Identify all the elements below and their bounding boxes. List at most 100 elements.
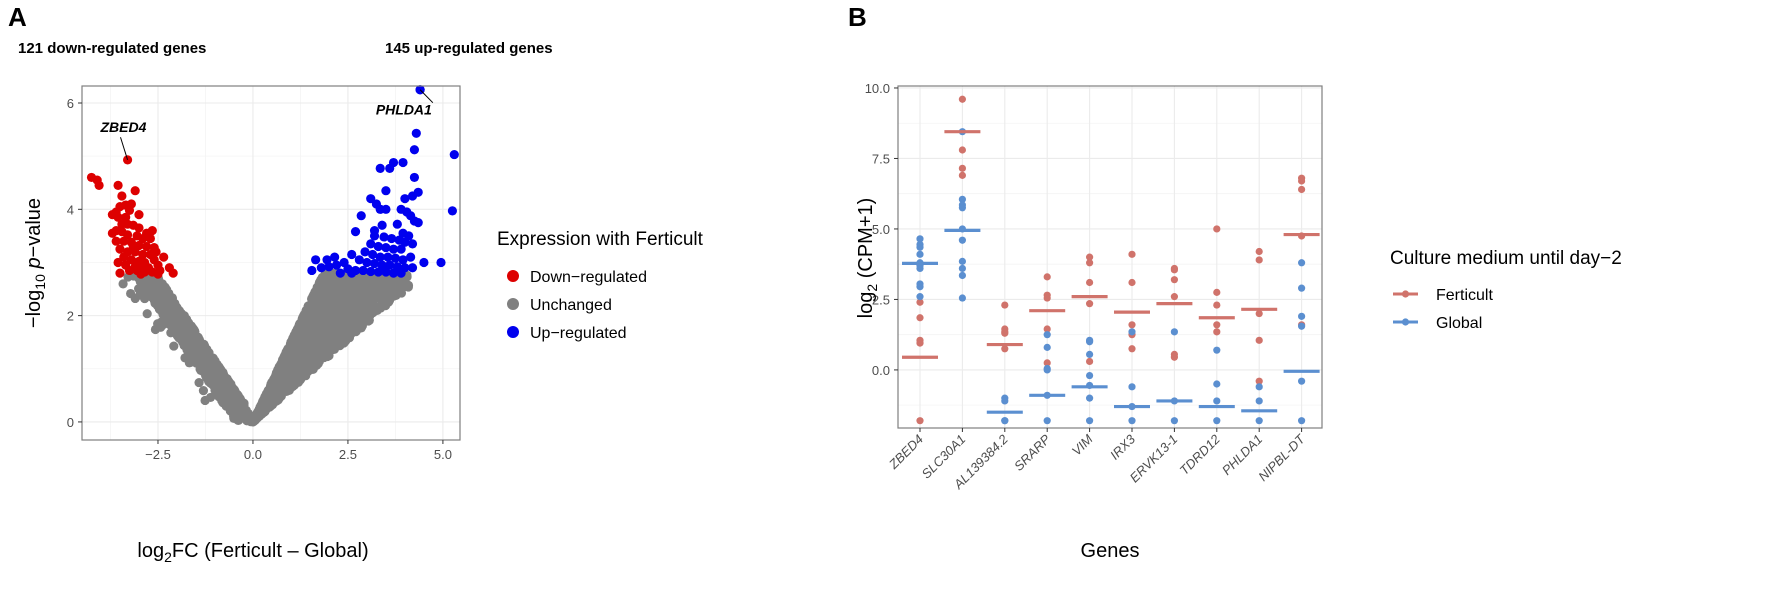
- global-point: [958, 257, 967, 265]
- unchanged-point: [280, 350, 290, 360]
- gene-label-phlda1: PHLDA1: [376, 102, 432, 118]
- up-regulated-point: [330, 252, 340, 262]
- ferticult-point: [958, 146, 967, 154]
- data-points: [902, 95, 1320, 425]
- global-point: [1086, 371, 1094, 380]
- up-regulated-point: [396, 244, 406, 254]
- ferticult-point: [1213, 301, 1221, 309]
- down-regulated-point: [121, 212, 131, 222]
- gene-label-zbed4: ZBED4: [99, 119, 146, 135]
- up-regulated-point: [375, 163, 385, 173]
- up-regulated-point: [387, 233, 397, 244]
- unchanged-point: [215, 389, 225, 399]
- up-regulated-point: [398, 157, 408, 168]
- up-regulated-point: [368, 249, 378, 260]
- ferticult-point: [1255, 336, 1263, 344]
- expression-dotplot-panel: B 0.02.55.07.510.0ZBED4SLC30A1AL139384.2…: [848, 2, 1622, 562]
- up-regulated-point: [369, 231, 380, 241]
- gene-annotations: ZBED4 PHLDA1: [99, 89, 434, 161]
- unchanged-point: [142, 276, 152, 286]
- unchanged-point: [311, 327, 321, 337]
- ferticult-point: [1086, 278, 1094, 287]
- global-point: [1128, 383, 1136, 391]
- x-tick-label: 0.0: [244, 447, 262, 462]
- ferticult-point: [1086, 259, 1094, 267]
- ferticult-point: [958, 171, 967, 179]
- y-tick-label: 0: [67, 415, 74, 430]
- up-regulated-point: [381, 204, 391, 214]
- down-regulated-point: [117, 191, 127, 201]
- global-point: [1213, 417, 1221, 425]
- ferticult-point: [1213, 225, 1221, 233]
- up-regulated-point: [356, 211, 366, 221]
- unchanged-point: [200, 395, 210, 406]
- down-regulated-point: [115, 244, 125, 254]
- ferticult-point: [1170, 293, 1178, 301]
- y-tick-label: 7.5: [872, 151, 890, 166]
- up-regulated-point: [385, 260, 395, 270]
- unchanged-point: [226, 379, 236, 389]
- global-point: [1043, 417, 1051, 425]
- up-regulated-point: [311, 255, 321, 265]
- axis-ticks: −2.5 0.0 2.5 5.0 0 2 4 6: [67, 96, 452, 462]
- global-point: [1170, 417, 1178, 425]
- global-point: [958, 236, 967, 244]
- panel-tag-a: A: [8, 2, 27, 32]
- unchanged-point: [347, 297, 357, 307]
- unchanged-point: [336, 303, 346, 313]
- unchanged-point: [267, 382, 278, 392]
- unchanged-point: [235, 399, 245, 409]
- unchanged-point: [256, 403, 266, 413]
- unchanged-point: [155, 303, 165, 314]
- up-regulated-point: [373, 267, 383, 277]
- unchanged-point: [342, 331, 352, 341]
- unchanged-point: [403, 282, 413, 292]
- y-tick-label: 6: [67, 96, 74, 111]
- unchanged-point: [372, 291, 383, 301]
- unchanged-point: [327, 320, 337, 330]
- down-regulated-point: [124, 205, 135, 215]
- unchanged-point: [198, 385, 209, 396]
- down-regulated-point: [136, 269, 146, 279]
- ferticult-point: [1170, 276, 1178, 284]
- global-point: [958, 294, 967, 302]
- up-regulated-point: [388, 244, 399, 254]
- up-regulated-point: [407, 239, 418, 249]
- y-tick-label: 0.0: [872, 363, 890, 378]
- ferticult-point: [1255, 256, 1263, 264]
- global-point: [1213, 397, 1221, 405]
- unchanged-point: [194, 377, 204, 388]
- global-point: [916, 293, 924, 301]
- unchanged-point: [252, 412, 262, 422]
- up-regulated-point: [316, 263, 326, 273]
- up-regulated-point: [354, 255, 364, 265]
- unchanged-point: [389, 280, 399, 290]
- unchanged-point: [339, 338, 349, 348]
- global-point: [1086, 350, 1094, 359]
- ferticult-point: [1213, 328, 1221, 336]
- x-tick-label: 5.0: [434, 447, 452, 462]
- global-point: [1298, 322, 1306, 330]
- unchanged-point: [154, 296, 165, 307]
- legend-label: Global: [1436, 315, 1482, 332]
- up-regulated-point: [409, 172, 420, 183]
- unchanged-point: [348, 284, 358, 294]
- up-regulated-point: [322, 255, 332, 265]
- legend: Culture medium until day−2 Ferticult Glob…: [1390, 248, 1622, 332]
- unchanged-point: [197, 364, 207, 374]
- down-regulated-point: [119, 236, 129, 246]
- y-axis-title: −log10 p−value: [23, 198, 48, 328]
- up-regulated-point: [407, 263, 418, 273]
- legend-key-2: [507, 326, 519, 338]
- ferticult-point: [1128, 278, 1136, 287]
- up-regulated-point: [407, 191, 418, 201]
- global-point: [1086, 417, 1094, 425]
- down-regulated-point: [153, 269, 163, 279]
- down-regulated-point: [168, 268, 178, 278]
- unchanged-point: [170, 301, 180, 311]
- down-regulated-point: [113, 212, 123, 222]
- up-regulated-point: [398, 255, 408, 265]
- down-regulated-point: [113, 257, 123, 268]
- down-regulated-point: [141, 241, 152, 252]
